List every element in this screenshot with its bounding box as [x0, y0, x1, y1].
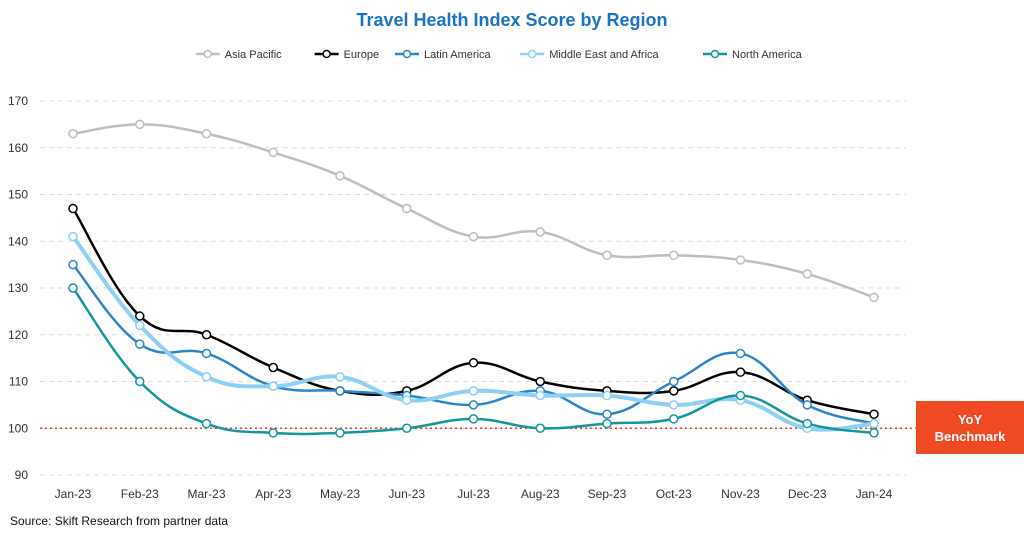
- data-point: [335, 428, 345, 438]
- legend-swatch-marker: [527, 49, 537, 59]
- chart-title: Travel Health Index Score by Region: [356, 10, 668, 30]
- x-tick-label: Jan-24: [856, 487, 893, 501]
- data-point: [869, 409, 879, 419]
- data-point: [201, 418, 212, 429]
- data-point: [135, 376, 145, 387]
- data-point: [68, 283, 78, 293]
- legend-swatch-marker: [402, 49, 412, 59]
- data-point: [735, 255, 746, 265]
- y-tick-label: 100: [8, 421, 28, 435]
- data-point: [802, 400, 812, 410]
- data-point: [268, 362, 278, 373]
- x-tick-label: Dec-23: [788, 487, 827, 501]
- data-point: [201, 348, 212, 359]
- data-point: [268, 147, 278, 158]
- data-point: [869, 418, 879, 429]
- y-tick-label: 160: [8, 141, 28, 155]
- legend-label: Asia Pacific: [225, 49, 282, 61]
- data-point: [869, 292, 879, 303]
- source-note: Source: Skift Research from partner data: [10, 514, 229, 528]
- y-tick-label: 170: [8, 94, 28, 108]
- data-point: [201, 330, 212, 340]
- data-point: [735, 348, 746, 359]
- data-point: [669, 400, 679, 410]
- data-point: [268, 381, 278, 391]
- x-tick-label: Jul-23: [457, 487, 490, 501]
- y-tick-label: 140: [8, 234, 28, 248]
- x-tick-label: Feb-23: [121, 487, 159, 501]
- data-point: [669, 414, 679, 424]
- legend-label: Europe: [344, 49, 379, 61]
- data-point: [669, 376, 679, 387]
- x-tick-label: Jan-23: [55, 487, 92, 501]
- legend-swatch-marker: [710, 49, 720, 59]
- data-point: [535, 423, 545, 433]
- data-point: [602, 390, 612, 401]
- data-point: [802, 418, 812, 429]
- data-point: [402, 203, 412, 214]
- data-point: [468, 231, 479, 242]
- data-point: [402, 395, 412, 405]
- data-point: [602, 250, 612, 261]
- data-point: [535, 227, 545, 237]
- y-tick-label: 150: [8, 188, 28, 202]
- benchmark-label-line2: Benchmark: [934, 428, 1006, 444]
- data-point: [68, 231, 78, 242]
- legend-label: North America: [732, 49, 803, 61]
- benchmark-label-line1: YoY: [957, 411, 983, 427]
- yoy-benchmark-label: YoY Benchmark: [916, 401, 1024, 454]
- data-point: [135, 311, 145, 321]
- x-tick-label: Apr-23: [255, 487, 291, 501]
- y-tick-label: 90: [15, 468, 29, 482]
- x-tick-label: May-23: [320, 487, 360, 501]
- x-tick-label: Mar-23: [187, 487, 225, 501]
- legend-swatch-marker: [203, 49, 213, 59]
- legend-label: Middle East and Africa: [549, 49, 659, 61]
- x-tick-label: Aug-23: [521, 487, 560, 501]
- data-point: [735, 390, 746, 401]
- data-point: [335, 386, 345, 396]
- data-point: [468, 358, 479, 368]
- data-point: [68, 259, 78, 270]
- data-point: [201, 372, 212, 382]
- data-point: [802, 269, 812, 279]
- data-point: [735, 367, 746, 377]
- x-tick-label: Nov-23: [721, 487, 760, 501]
- data-point: [669, 386, 679, 396]
- series-line: [71, 123, 876, 299]
- data-point: [468, 400, 479, 410]
- data-point: [869, 428, 879, 438]
- data-point: [68, 128, 78, 139]
- data-point: [535, 376, 545, 387]
- data-point: [135, 339, 145, 349]
- data-point: [335, 171, 345, 181]
- data-point: [335, 372, 345, 382]
- data-point: [669, 250, 679, 261]
- x-tick-label: Jun-23: [388, 487, 425, 501]
- x-tick-label: Oct-23: [656, 487, 692, 501]
- data-point: [602, 418, 612, 429]
- data-point: [402, 423, 412, 433]
- data-point: [535, 390, 545, 401]
- x-tick-label: Sep-23: [588, 487, 627, 501]
- data-point: [68, 203, 78, 214]
- data-point: [135, 119, 145, 130]
- data-point: [201, 128, 212, 139]
- data-point: [468, 386, 479, 396]
- data-point: [268, 428, 278, 438]
- legend-swatch-marker: [322, 49, 331, 59]
- legend-label: Latin America: [424, 49, 492, 61]
- y-tick-label: 120: [8, 328, 28, 342]
- y-tick-label: 130: [8, 281, 28, 295]
- data-point: [135, 320, 145, 331]
- data-point: [468, 414, 479, 424]
- data-point: [602, 409, 612, 419]
- y-tick-label: 110: [9, 375, 28, 389]
